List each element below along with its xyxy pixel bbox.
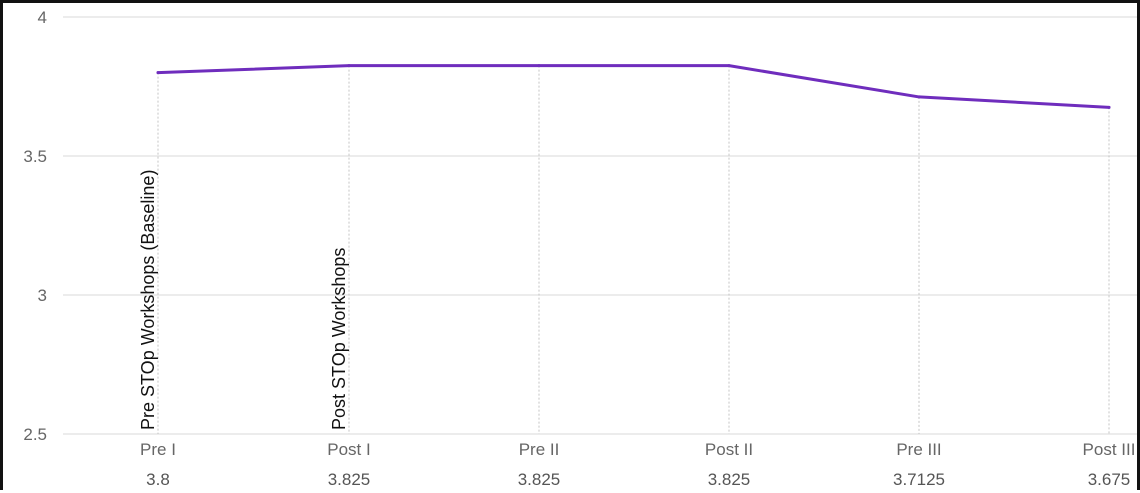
x-tick-label: Pre I	[140, 440, 176, 459]
y-tick-label: 3	[38, 286, 47, 305]
data-point	[917, 95, 921, 99]
data-point	[156, 71, 160, 75]
value-label: 3.825	[708, 470, 751, 489]
data-point	[347, 64, 351, 68]
x-axis-tick-labels: Pre I Post I Pre II Post II Pre III Post III	[140, 440, 1135, 459]
value-label: 3.825	[328, 470, 371, 489]
x-tick-label: Post III	[1083, 440, 1136, 459]
y-tick-label: 2.5	[23, 425, 47, 444]
value-label: 3.7125	[893, 470, 945, 489]
value-label: 3.8	[146, 470, 170, 489]
line-chart: 2.5 3 3.5 4 Pre I Post I Pre II Post II Pre III…	[23, 8, 1137, 489]
x-tick-label: Pre III	[896, 440, 941, 459]
workshop-annotation: Pre STOp Workshops (Baseline)	[138, 170, 158, 430]
value-label: 3.675	[1088, 470, 1131, 489]
y-tick-label: 4	[38, 8, 47, 27]
y-tick-label: 3.5	[23, 147, 47, 166]
y-axis-tick-labels: 2.5 3 3.5 4	[23, 8, 47, 444]
data-point	[1107, 105, 1111, 109]
value-labels: 3.8 3.825 3.825 3.825 3.7125 3.675	[146, 470, 1130, 489]
annotations: Pre STOp Workshops (Baseline) Post STOp W…	[138, 170, 349, 430]
category-guide-layer	[157, 65, 1110, 434]
series-layer	[156, 64, 1111, 109]
x-tick-label: Post II	[705, 440, 753, 459]
series-line	[156, 64, 1111, 109]
x-tick-label: Post I	[327, 440, 370, 459]
data-point	[727, 64, 731, 68]
value-label: 3.825	[518, 470, 561, 489]
workshop-annotation: Post STOp Workshops	[329, 248, 349, 430]
data-point	[537, 64, 541, 68]
grid-layer	[63, 16, 1137, 435]
x-tick-label: Pre II	[519, 440, 560, 459]
